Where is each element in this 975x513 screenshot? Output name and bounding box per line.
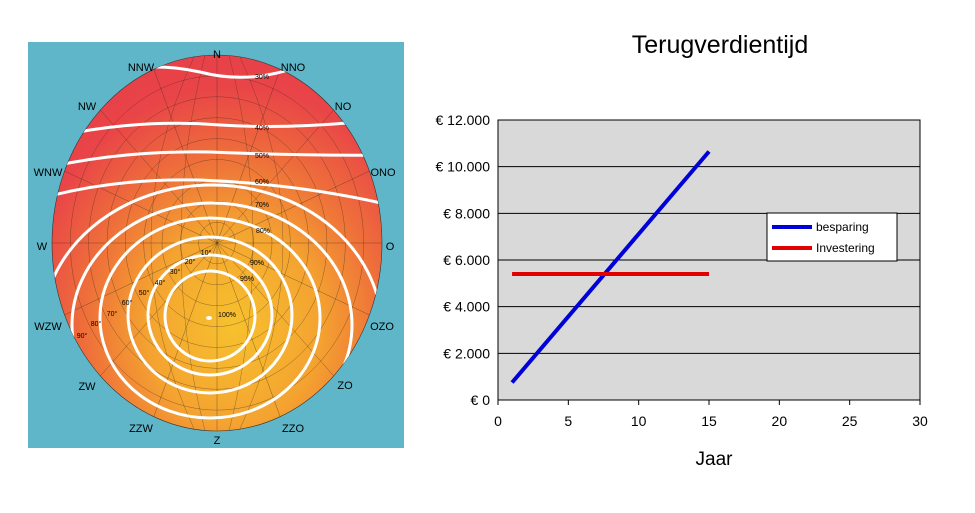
legend: besparing Investering: [766, 212, 898, 262]
yield-contour: [70, 201, 354, 431]
angle-label: 60°: [122, 299, 133, 307]
x-tick-label: 25: [842, 413, 858, 429]
grid-radial-line: [153, 69, 218, 244]
grid-altitude-ring: [88, 96, 346, 390]
yield-contour: [52, 116, 382, 142]
x-tick-label: 15: [701, 413, 717, 429]
diagram-contours: [52, 62, 382, 431]
angle-label: 80°: [91, 320, 102, 328]
grid-radial-line: [216, 242, 281, 417]
x-ticks: 0 5 10 15 20 25 30: [494, 400, 928, 429]
direction-label: ZZW: [129, 423, 153, 435]
grid-altitude-ring: [143, 159, 291, 327]
angle-label: 70°: [107, 310, 118, 318]
direction-label: Z: [214, 435, 221, 447]
direction-label: WNW: [34, 167, 63, 179]
sun-diagram: N NNO NO ONO O OZO ZO ZZO Z ZZW ZW WZW W WNW NW NNW 30%…: [28, 42, 404, 448]
yield-contour: [146, 253, 274, 377]
y-tick-label: € 4.000: [443, 299, 490, 315]
direction-labels: N NNO NO ONO O OZO ZO ZZO Z ZZW ZW WZW W WNW NW NNW: [34, 49, 396, 447]
legend-label: besparing: [816, 220, 869, 234]
y-tick-label: € 8.000: [443, 205, 490, 221]
grid-altitude-ring: [125, 138, 309, 348]
grid-radial-line: [64, 170, 218, 244]
percent-label: 95%: [240, 276, 254, 283]
y-tick-label: € 12.000: [436, 112, 491, 128]
percent-label: 50%: [255, 153, 269, 160]
direction-label: OZO: [370, 321, 394, 333]
grid-radial-line: [100, 109, 218, 244]
x-tick-label: 5: [564, 413, 572, 429]
yield-contour: [126, 235, 294, 395]
grid-radial-line: [64, 242, 218, 316]
y-tick-label: € 6.000: [443, 252, 490, 268]
x-axis-label: Jaar: [696, 449, 734, 470]
percent-label: 30%: [255, 74, 269, 81]
yield-contour: [52, 178, 382, 207]
angle-label: 10°: [201, 249, 212, 257]
percent-label: 80%: [256, 228, 270, 235]
grid-radial-line: [216, 242, 370, 316]
grid-radial-line: [100, 242, 218, 377]
yield-contour: [98, 216, 322, 420]
y-ticks: € 0 € 2.000 € 4.000 € 6.000 € 8.000 € 10.000 €…: [436, 112, 491, 408]
grid-curve: [228, 55, 254, 431]
angle-label: 20°: [185, 258, 196, 266]
yield-contour: [163, 269, 257, 363]
y-tick-label: € 10.000: [436, 159, 491, 175]
grid-curve: [150, 55, 196, 431]
angle-labels: 10° 20° 30° 40° 50° 60° 70° 80°90°: [77, 249, 212, 340]
percent-label: 90%: [250, 260, 264, 267]
legend-box: [766, 212, 898, 262]
direction-label: N: [213, 49, 221, 61]
y-tick-label: € 2.000: [443, 345, 490, 361]
yield-contour: [52, 150, 382, 172]
direction-label: NNW: [128, 62, 155, 74]
direction-label: ZZO: [282, 423, 304, 435]
angle-label: 30°: [170, 268, 181, 276]
direction-label: ONO: [370, 167, 396, 179]
grid-radial-line: [216, 170, 370, 244]
series-lines: [510, 150, 711, 384]
series-line-besparing: [510, 150, 711, 384]
y-tick-label: € 0: [471, 392, 491, 408]
percent-labels: 30% 40% 50% 60% 70% 80% 90% 95% 100%: [218, 74, 270, 319]
grid-altitude-ring: [198, 221, 236, 265]
direction-label: W: [37, 241, 48, 253]
angle-label: 40°: [155, 279, 166, 287]
x-tick-label: 0: [494, 413, 502, 429]
direction-label: NO: [335, 101, 352, 113]
direction-label: O: [386, 241, 395, 253]
direction-label: ZO: [337, 380, 353, 392]
optimum-marker: [206, 316, 212, 320]
direction-label: ZW: [78, 381, 96, 393]
x-tick-label: 30: [912, 413, 928, 429]
legend-label: Investering: [816, 241, 875, 255]
x-tick-label: 20: [772, 413, 788, 429]
percent-label: 60%: [255, 179, 269, 186]
direction-label: NW: [78, 101, 97, 113]
percent-label: 70%: [255, 202, 269, 209]
percent-label: 100%: [218, 312, 236, 319]
angle-label: 50°: [139, 289, 150, 297]
direction-label: WZW: [34, 321, 62, 333]
direction-label: NNO: [281, 62, 306, 74]
grid-radial-line: [216, 69, 281, 244]
chart-title: Terugverdientijd: [632, 31, 809, 59]
percent-label: 40%: [255, 125, 269, 132]
yield-contour: [52, 183, 382, 431]
angle-label: 90°: [77, 332, 88, 340]
x-tick-label: 10: [631, 413, 647, 429]
